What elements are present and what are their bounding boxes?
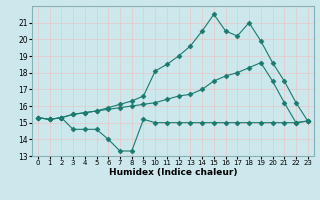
X-axis label: Humidex (Indice chaleur): Humidex (Indice chaleur)	[108, 168, 237, 177]
